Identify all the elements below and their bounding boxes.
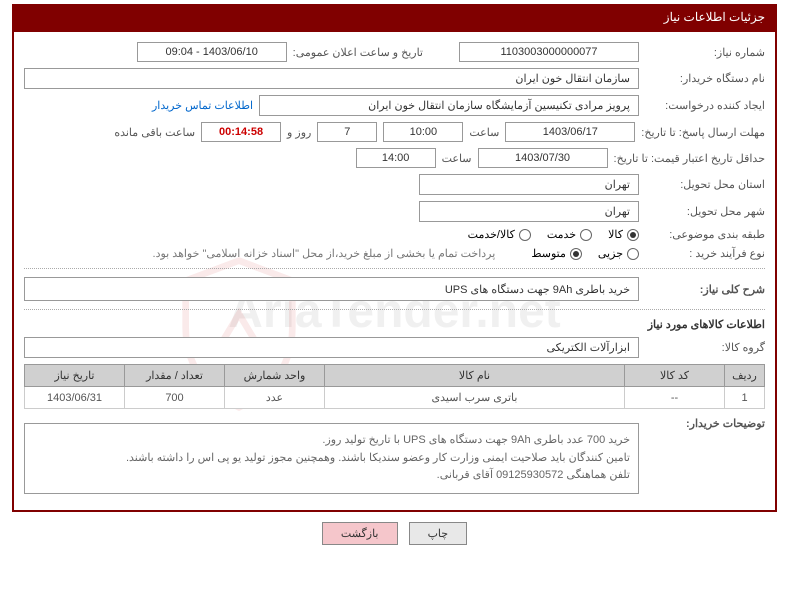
td-code: -- — [625, 387, 725, 409]
radio-medium-label: متوسط — [531, 247, 566, 260]
row-price-validity: حداقل تاریخ اعتبار قیمت: تا تاریخ: 1403/… — [24, 148, 765, 168]
days-remaining-field: 7 — [317, 122, 377, 142]
row-buyer-notes: توضیحات خریدار: خرید 700 عدد باطری 9Ah ج… — [24, 417, 765, 494]
time-label-2: ساعت — [442, 152, 472, 165]
th-name: نام کالا — [325, 365, 625, 387]
radio-partial-icon — [627, 248, 639, 260]
buyer-notes-line1: خرید 700 عدد باطری 9Ah جهت دستگاه های UP… — [33, 432, 630, 450]
radio-service-label: خدمت — [547, 228, 576, 241]
price-validity-label: حداقل تاریخ اعتبار قیمت: تا تاریخ: — [614, 152, 765, 165]
category-label: طبقه بندی موضوعی: — [645, 228, 765, 241]
header-title: جزئیات اطلاعات نیاز — [12, 4, 777, 30]
td-num: 1 — [725, 387, 765, 409]
table-header-row: ردیف کد کالا نام کالا واحد شمارش تعداد /… — [25, 365, 765, 387]
process-type-label: نوع فرآیند خرید : — [645, 247, 765, 260]
radio-goods-label: کالا — [608, 228, 623, 241]
th-date: تاریخ نیاز — [25, 365, 125, 387]
radio-service-icon — [580, 229, 592, 241]
row-overall-desc: شرح کلی نیاز: خرید باطری 9Ah جهت دستگاه … — [24, 277, 765, 301]
button-row: چاپ بازگشت — [0, 522, 789, 545]
need-number-field: 1103003000000077 — [459, 42, 639, 62]
process-radio-group: جزیی متوسط — [531, 247, 639, 260]
radio-partial[interactable]: جزیی — [598, 247, 639, 260]
row-response-deadline: مهلت ارسال پاسخ: تا تاریخ: 1403/06/17 سا… — [24, 122, 765, 142]
time-label-1: ساعت — [469, 126, 499, 139]
row-requester: ایجاد کننده درخواست: پرویز مرادی تکنیسین… — [24, 95, 765, 116]
buyer-notes-line3: تلفن هماهنگی 09125930572 آقای قربانی. — [33, 467, 630, 485]
radio-medium[interactable]: متوسط — [531, 247, 582, 260]
response-date-field: 1403/06/17 — [505, 122, 635, 142]
print-button[interactable]: چاپ — [409, 522, 468, 545]
remaining-label: ساعت باقی مانده — [114, 126, 195, 139]
row-delivery-city: شهر محل تحویل: تهران — [24, 201, 765, 222]
back-button[interactable]: بازگشت — [322, 522, 398, 545]
goods-group-label: گروه کالا: — [645, 341, 765, 354]
td-name: باتری سرب اسیدی — [325, 387, 625, 409]
contact-link[interactable]: اطلاعات تماس خریدار — [152, 99, 253, 112]
row-need-number: شماره نیاز: 1103003000000077 تاریخ و ساع… — [24, 42, 765, 62]
row-goods-group: گروه کالا: ابزارآلات الکتریکی — [24, 337, 765, 358]
price-validity-time-field: 14:00 — [356, 148, 436, 168]
buyer-notes-line2: تامین کنندگان باید صلاحیت ایمنی وزارت کا… — [33, 450, 630, 468]
need-number-label: شماره نیاز: — [645, 46, 765, 59]
delivery-city-field: تهران — [419, 201, 639, 222]
delivery-province-label: استان محل تحویل: — [645, 178, 765, 191]
main-form-container: شماره نیاز: 1103003000000077 تاریخ و ساع… — [12, 30, 777, 512]
buyer-org-label: نام دستگاه خریدار: — [645, 72, 765, 85]
radio-goods-icon — [627, 229, 639, 241]
td-date: 1403/06/31 — [25, 387, 125, 409]
buyer-notes-box: خرید 700 عدد باطری 9Ah جهت دستگاه های UP… — [24, 423, 639, 494]
divider-1 — [24, 268, 765, 269]
announce-label: تاریخ و ساعت اعلان عمومی: — [293, 46, 423, 59]
td-qty: 700 — [125, 387, 225, 409]
buyer-notes-label: توضیحات خریدار: — [645, 417, 765, 430]
delivery-province-field: تهران — [419, 174, 639, 195]
radio-service[interactable]: خدمت — [547, 228, 592, 241]
buyer-org-field: سازمان انتقال خون ایران — [24, 68, 639, 89]
requester-label: ایجاد کننده درخواست: — [645, 99, 765, 112]
radio-goods-service-label: کالا/خدمت — [468, 228, 515, 241]
overall-desc-label: شرح کلی نیاز: — [645, 283, 765, 296]
radio-goods-service-icon — [519, 229, 531, 241]
delivery-city-label: شهر محل تحویل: — [645, 205, 765, 218]
row-buyer-org: نام دستگاه خریدار: سازمان انتقال خون ایر… — [24, 68, 765, 89]
th-qty: تعداد / مقدار — [125, 365, 225, 387]
row-delivery-province: استان محل تحویل: تهران — [24, 174, 765, 195]
items-table: ردیف کد کالا نام کالا واحد شمارش تعداد /… — [24, 364, 765, 409]
payment-note: پرداخت تمام یا بخشی از مبلغ خرید،از محل … — [153, 247, 496, 260]
table-row: 1 -- باتری سرب اسیدی عدد 700 1403/06/31 — [25, 387, 765, 409]
overall-desc-field: خرید باطری 9Ah جهت دستگاه های UPS — [24, 277, 639, 301]
row-process-type: نوع فرآیند خرید : جزیی متوسط پرداخت تمام… — [24, 247, 765, 260]
radio-partial-label: جزیی — [598, 247, 623, 260]
price-validity-date-field: 1403/07/30 — [478, 148, 608, 168]
days-and-label: روز و — [287, 126, 311, 139]
radio-goods[interactable]: کالا — [608, 228, 639, 241]
td-unit: عدد — [225, 387, 325, 409]
response-time-field: 10:00 — [383, 122, 463, 142]
category-radio-group: کالا خدمت کالا/خدمت — [468, 228, 639, 241]
goods-group-field: ابزارآلات الکتریکی — [24, 337, 639, 358]
countdown-field: 00:14:58 — [201, 122, 281, 142]
radio-goods-service[interactable]: کالا/خدمت — [468, 228, 531, 241]
th-row: ردیف — [725, 365, 765, 387]
row-category: طبقه بندی موضوعی: کالا خدمت کالا/خدمت — [24, 228, 765, 241]
divider-2 — [24, 309, 765, 310]
th-code: کد کالا — [625, 365, 725, 387]
items-section-title: اطلاعات کالاهای مورد نیاز — [24, 318, 765, 331]
radio-medium-icon — [570, 248, 582, 260]
requester-field: پرویز مرادی تکنیسین آزمایشگاه سازمان انت… — [259, 95, 639, 116]
announce-field: 1403/06/10 - 09:04 — [137, 42, 287, 62]
th-unit: واحد شمارش — [225, 365, 325, 387]
response-deadline-label: مهلت ارسال پاسخ: تا تاریخ: — [641, 126, 765, 139]
